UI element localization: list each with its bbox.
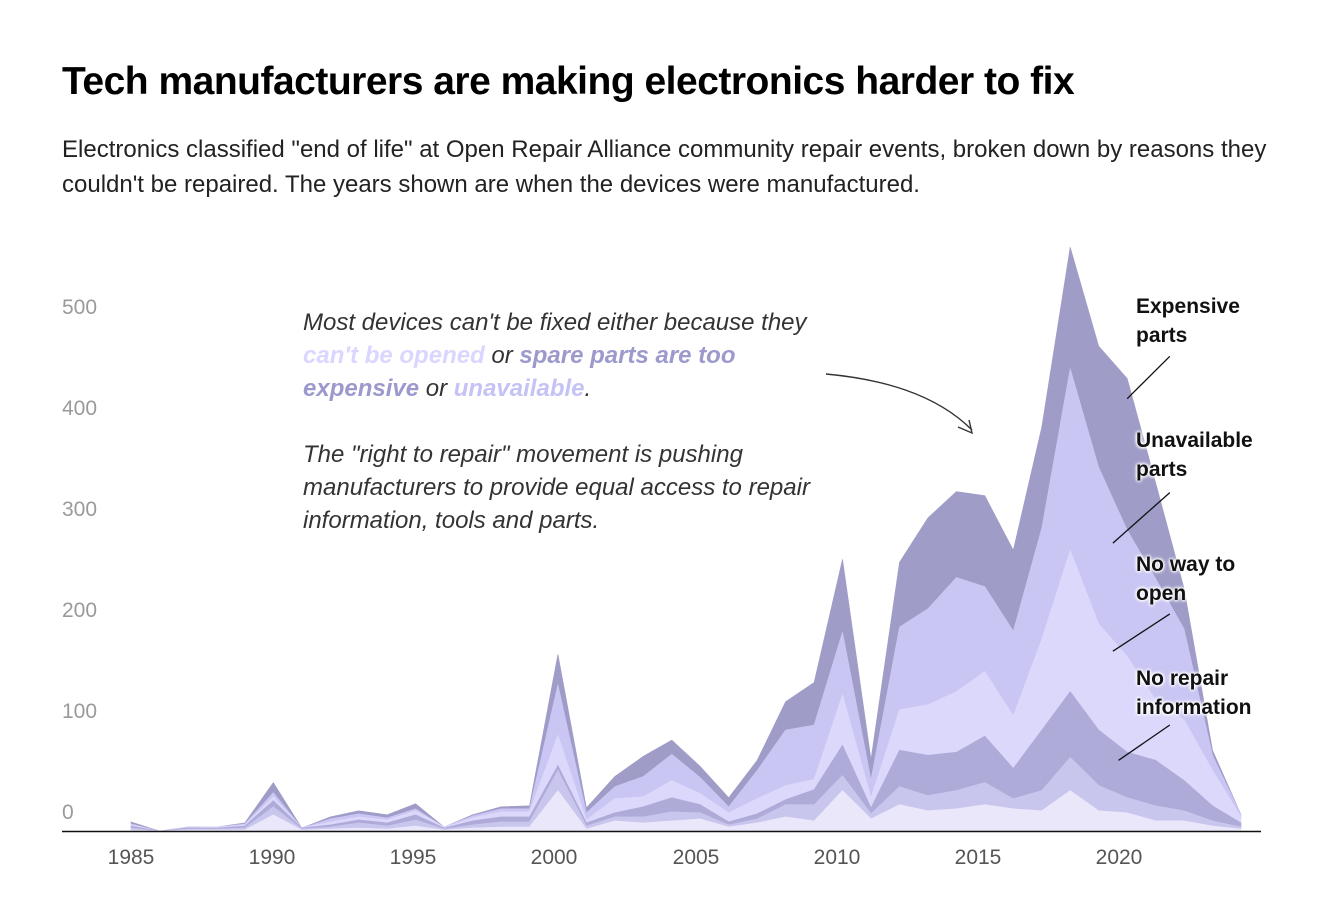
x-tick-label-2000: 2000 — [530, 846, 578, 869]
highlight-cant-be-opened: can't be opened — [303, 342, 485, 369]
chart-subtitle: Electronics classified "end of life" at … — [62, 136, 1267, 198]
highlight-spare-parts-expensive: spare parts are too expensive — [303, 342, 736, 402]
y-tick-label-500: 500 — [62, 296, 98, 319]
annotation-text: or — [419, 375, 454, 402]
y-tick-label-200: 200 — [62, 599, 98, 622]
label-leader-lines — [1112, 355, 1171, 761]
highlight-unavailable: unavailable — [453, 375, 585, 402]
series-label-no-way-to-open: No way to open — [1136, 553, 1236, 605]
annotation-arrow — [825, 373, 973, 435]
leader-line-3 — [1112, 613, 1171, 652]
annotation-text: or — [484, 342, 520, 369]
annotation-text: Most devices can't be fixed either becau… — [303, 309, 807, 336]
annotation-paragraph-1: Most devices can't be fixed either becau… — [303, 306, 843, 405]
x-tick-label-2005: 2005 — [672, 846, 720, 869]
leader-line-1 — [1126, 355, 1171, 400]
chart-annotation: Most devices can't be fixed either becau… — [303, 306, 843, 570]
annotation-paragraph-2: The "right to repair" movement is pushin… — [303, 441, 810, 534]
x-tick-label-1990: 1990 — [248, 846, 296, 869]
series-label-unavailable-parts: Unavailable parts — [1136, 429, 1253, 481]
leader-line-2 — [1112, 492, 1171, 544]
x-tick-label-1995: 1995 — [389, 846, 437, 869]
x-tick-label-2015: 2015 — [954, 846, 1002, 869]
series-label-expensive-parts: Expensive parts — [1136, 295, 1240, 347]
y-tick-label-300: 300 — [62, 498, 98, 521]
chart-title: Tech manufacturers are making electronic… — [62, 60, 1075, 103]
series-label-no-repair-information: No repair information — [1136, 667, 1252, 719]
y-tick-label-0: 0 — [62, 801, 74, 824]
annotation-text: . — [584, 375, 592, 402]
y-tick-label-400: 400 — [62, 397, 98, 420]
x-tick-label-1985: 1985 — [107, 846, 155, 869]
x-tick-label-2020: 2020 — [1095, 846, 1143, 869]
leader-line-4 — [1118, 724, 1171, 761]
x-tick-label-2010: 2010 — [813, 846, 861, 869]
y-tick-label-100: 100 — [62, 700, 98, 723]
area-layers — [130, 247, 1242, 832]
